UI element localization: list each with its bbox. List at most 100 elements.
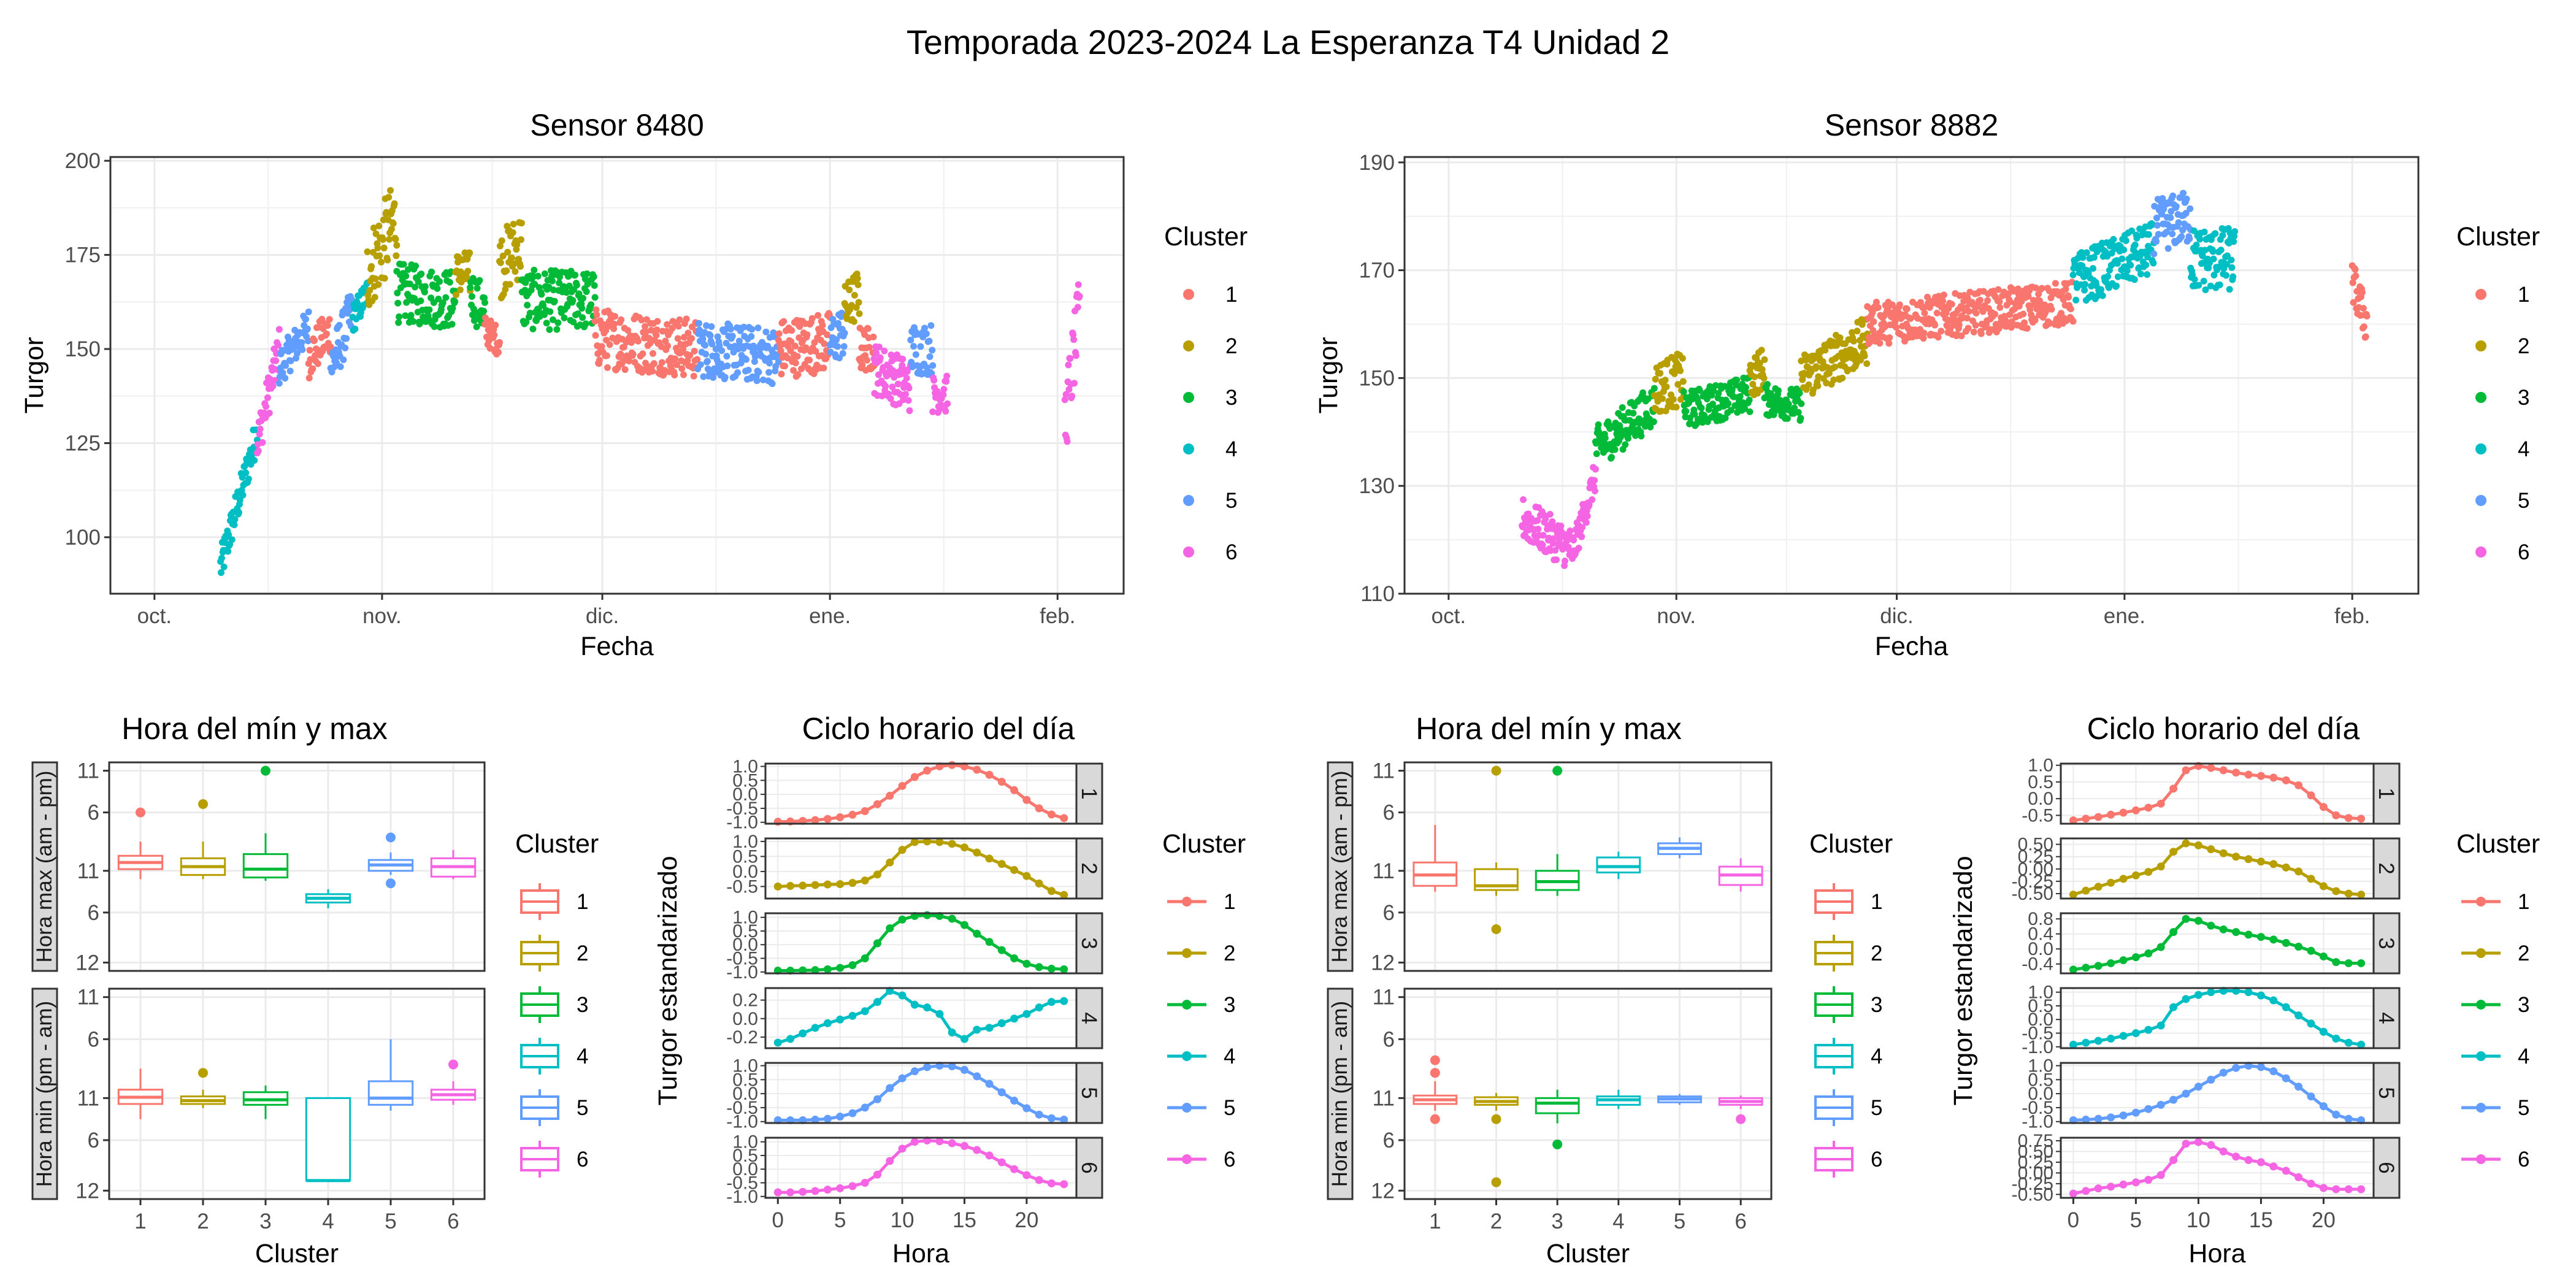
data-point [997,778,1006,786]
data-point [873,870,882,879]
data-point-cluster-3 [551,297,558,305]
data-point-cluster-1 [1873,299,1880,306]
data-point-cluster-3 [1742,384,1749,391]
data-point-cluster-5 [2168,208,2175,215]
plot-border [108,987,486,1200]
data-point-cluster-5 [766,359,773,367]
data-point-cluster-3 [1791,404,1798,412]
data-point-cluster-6 [1552,546,1559,554]
x-axis-title: Cluster [255,1239,339,1268]
data-point [2156,1021,2165,1030]
data-point-cluster-6 [1591,477,1598,484]
data-point-cluster-1 [802,344,810,351]
data-point-cluster-1 [1885,340,1893,347]
data-point [2069,1040,2077,1049]
data-point-cluster-3 [1650,385,1658,392]
legend-label-3: 3 [2518,386,2529,410]
legend-title: Cluster [2456,829,2540,859]
y-tick-label: 11 [1373,859,1395,883]
data-point-cluster-1 [2031,316,2039,324]
data-point-cluster-5 [748,326,756,333]
legend-key-6 [2475,546,2486,558]
data-point-cluster-2 [384,256,391,264]
data-point [1022,795,1031,804]
data-point-cluster-1 [781,362,789,370]
box-body [305,1097,351,1182]
data-point-cluster-1 [481,314,489,321]
facet-3: 0.80.40.0-0.4 3 [2022,909,2401,975]
data-point-cluster-3 [428,268,435,275]
data-point [811,881,819,889]
data-point [836,1015,845,1024]
data-point-cluster-1 [1934,334,1942,341]
data-point [2194,841,2202,849]
data-point-cluster-1 [1972,321,1979,329]
data-point-cluster-6 [1070,331,1077,339]
data-point [2119,956,2128,965]
data-point [997,1158,1006,1167]
data-point-cluster-5 [304,337,312,345]
box-cluster-3 [242,1085,289,1119]
legend-label-1: 1 [1871,890,1882,914]
data-point-cluster-1 [1931,321,1939,329]
x-axis-title: Hora [2188,1239,2245,1268]
data-point [1022,959,1031,968]
data-point [2156,943,2165,951]
data-point-cluster-6 [899,362,906,369]
data-point [2119,875,2128,883]
x-tick-label: oct. [137,604,172,628]
box-outlier [386,832,396,843]
data-point-cluster-5 [282,362,289,369]
data-point-cluster-4 [218,569,225,577]
data-point [960,1035,968,1043]
data-point [2069,816,2077,825]
data-point-cluster-5 [775,358,782,366]
y-tick-label: 0.5 [2028,772,2053,792]
data-point-cluster-3 [448,321,456,328]
data-point-cluster-4 [251,457,258,464]
data-point [861,954,869,962]
data-point [1035,804,1043,813]
facet-strip-label: Hora max (am - pm) [33,770,56,962]
data-point-cluster-1 [821,340,828,348]
data-point-cluster-2 [513,241,521,248]
data-point-cluster-3 [540,302,547,309]
data-point-cluster-3 [531,266,538,274]
data-point-cluster-1 [684,329,692,337]
legend-title: Cluster [1162,829,1246,859]
data-point-cluster-1 [694,356,701,363]
data-point [2319,882,2328,891]
x-tick-label: 10 [891,1208,914,1232]
data-point-cluster-2 [496,242,504,250]
data-point-cluster-6 [1070,336,1078,343]
data-point [799,1187,807,1196]
facet-2: 11 6 11 6 12 Hora min (pm - am) [1327,986,1773,1203]
data-point-cluster-5 [755,369,762,376]
data-point-cluster-5 [835,355,843,362]
data-point [910,773,919,781]
data-point-cluster-5 [2180,190,2187,197]
data-point-cluster-4 [2128,227,2136,234]
data-point-cluster-1 [1972,309,1980,316]
data-point-cluster-2 [381,275,388,282]
data-point-cluster-6 [263,403,270,410]
plot-area [765,1063,1076,1123]
data-point-cluster-2 [510,260,518,267]
data-point-cluster-5 [762,328,770,335]
data-point [2144,949,2153,958]
legend-key-1 [1182,897,1192,907]
legend-key-5 [2475,495,2486,506]
data-point [2182,766,2190,775]
data-point [811,1187,819,1195]
data-point [2256,857,2265,866]
data-point [886,1157,894,1165]
data-point [985,1079,994,1088]
data-point-cluster-1 [491,331,498,339]
facet-strip [1075,912,1103,975]
data-point [948,761,956,769]
data-point [1022,1010,1031,1018]
plot-area [2061,1063,2374,1123]
data-point [2282,1167,2290,1175]
x-tick-label: 2 [197,1209,209,1233]
data-point [935,1010,944,1018]
